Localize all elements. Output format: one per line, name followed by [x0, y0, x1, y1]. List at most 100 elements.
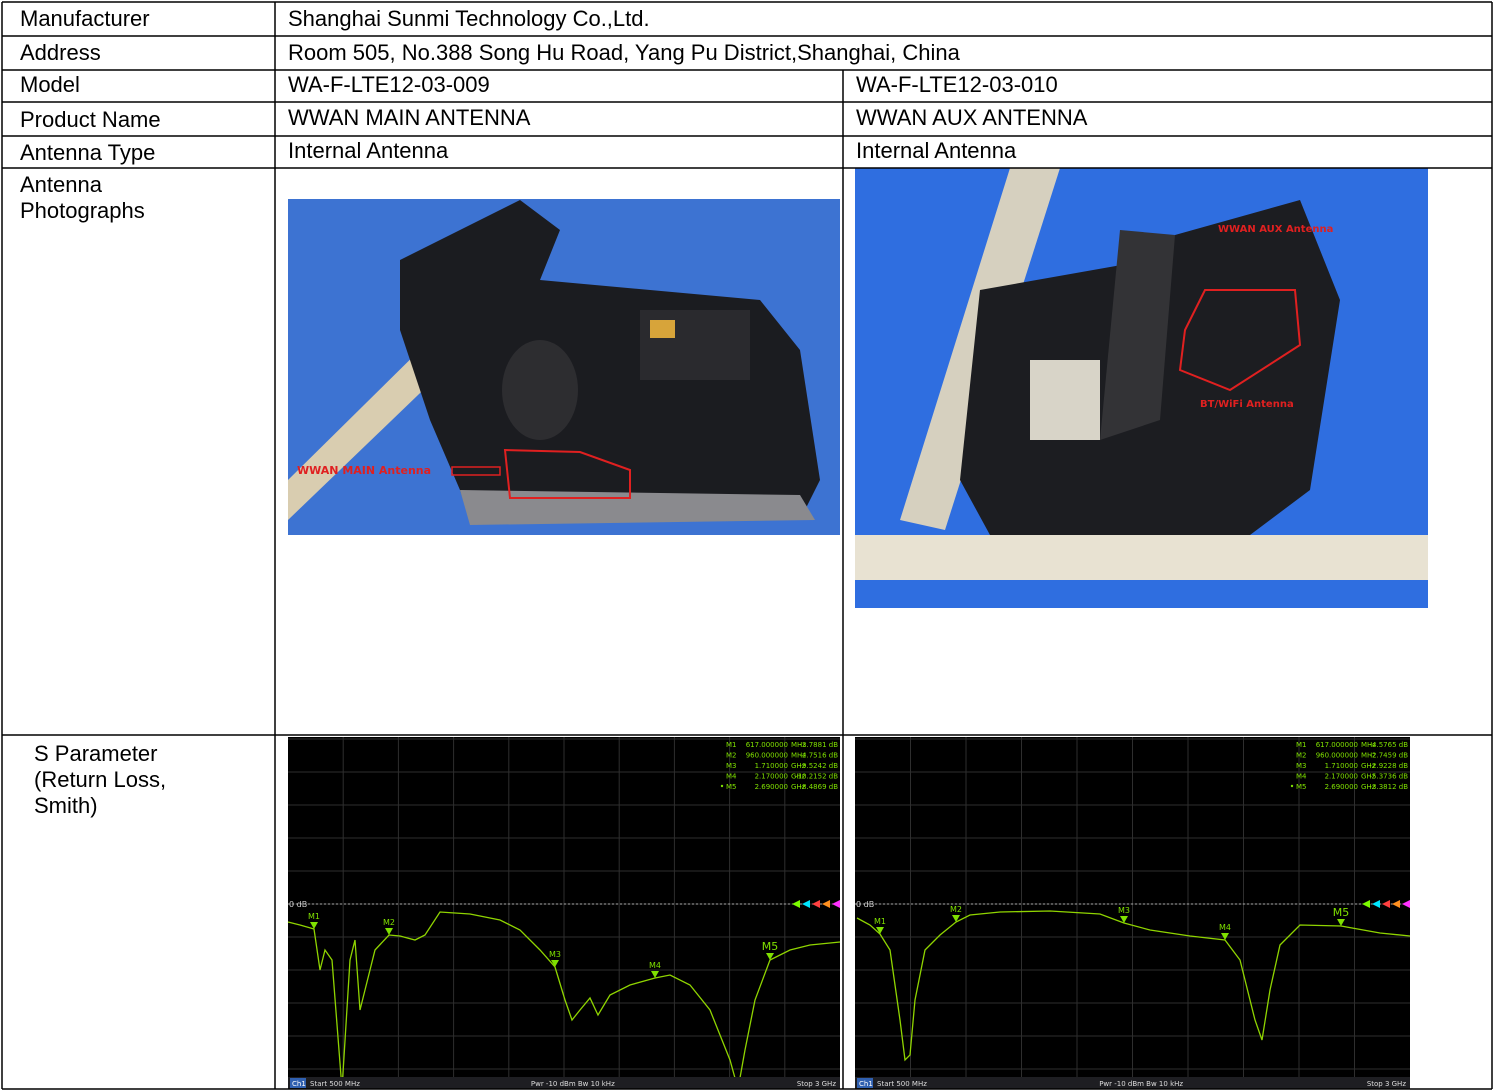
marker-value: -9.5242 dB — [800, 762, 839, 770]
power-label: Pwr -10 dBm Bw 10 kHz — [531, 1080, 615, 1088]
marker-name: M2 — [726, 752, 737, 760]
marker-name: M4 — [1296, 773, 1307, 781]
marker-unit: GHz — [791, 783, 806, 791]
row-label: Product Name — [20, 107, 161, 132]
row-label: Address — [20, 40, 101, 65]
marker-unit: MHz — [1361, 741, 1376, 749]
row-label: Model — [20, 72, 80, 97]
marker — [310, 922, 318, 929]
marker-freq: 1.710000 — [755, 762, 788, 770]
marker — [1221, 933, 1229, 940]
marker-label: M4 — [1219, 923, 1231, 932]
antenna-outline — [503, 448, 631, 499]
marker-name: M5 — [1296, 783, 1307, 791]
row-value: Internal Antenna — [288, 138, 449, 163]
marker-value: -8.4869 dB — [800, 783, 839, 791]
trace — [287, 911, 841, 1090]
marker-label: M2 — [383, 918, 395, 927]
marker — [651, 971, 659, 978]
marker-unit: MHz — [791, 741, 806, 749]
board — [1030, 360, 1100, 440]
marker-freq: 617.000000 — [746, 741, 788, 749]
marker-unit: GHz — [1361, 762, 1376, 770]
board — [1100, 230, 1175, 440]
reference-arrow — [822, 900, 830, 908]
marker-name: M3 — [726, 762, 737, 770]
marker-freq: 960.000000 — [746, 752, 788, 760]
marker-value: -2.7459 dB — [1370, 752, 1409, 760]
trace — [856, 910, 1411, 1062]
marker — [952, 915, 960, 922]
row-label: S Parameter (Return Loss, Smith) — [34, 741, 167, 818]
row-value: WWAN MAIN ANTENNA — [288, 105, 531, 130]
reference-arrow — [802, 900, 810, 908]
row-value: WWAN AUX ANTENNA — [856, 105, 1088, 130]
reference-arrow — [1362, 900, 1370, 908]
marker-value: -2.9228 dB — [1370, 762, 1409, 770]
marker-label: M2 — [950, 905, 962, 914]
marker-label: M4 — [649, 961, 661, 970]
row-label: Antenna Type — [20, 140, 156, 165]
photo-annotation: WWAN AUX Antenna — [1218, 224, 1333, 235]
marker — [1120, 916, 1128, 923]
reference-arrow — [832, 900, 840, 908]
antenna-outline — [1178, 289, 1302, 392]
channel-badge — [857, 1078, 873, 1088]
speaker — [502, 340, 578, 440]
annotation-arrow — [451, 466, 501, 476]
channel-badge — [290, 1078, 306, 1088]
marker-value: -4.5765 dB — [1370, 741, 1409, 749]
ruler — [855, 535, 1428, 580]
row-value: WA-F-LTE12-03-010 — [856, 72, 1058, 97]
reference-label: 0 dB — [289, 900, 307, 909]
marker-name: M1 — [726, 741, 737, 749]
row-value: Shanghai Sunmi Technology Co.,Ltd. — [288, 6, 650, 31]
marker-name: M4 — [726, 773, 737, 781]
marker-name: M3 — [1296, 762, 1307, 770]
marker-name: M1 — [1296, 741, 1307, 749]
marker-label: M5 — [762, 940, 779, 953]
marker-unit: MHz — [1361, 752, 1376, 760]
row-label: Antenna Photographs — [20, 172, 145, 223]
stop-label: Stop 3 GHz — [1367, 1080, 1407, 1088]
active-marker-dot — [1290, 784, 1294, 788]
marker-unit: GHz — [791, 762, 806, 770]
reference-arrow — [792, 900, 800, 908]
reference-arrow — [1402, 900, 1410, 908]
marker — [766, 953, 774, 960]
row-value: Internal Antenna — [856, 138, 1017, 163]
marker-unit: MHz — [791, 752, 806, 760]
marker-label: M1 — [308, 912, 320, 921]
marker — [551, 960, 559, 967]
marker-unit: GHz — [1361, 773, 1376, 781]
marker-freq: 617.000000 — [1316, 741, 1358, 749]
marker-name: M5 — [726, 783, 737, 791]
marker-name: M2 — [1296, 752, 1307, 760]
marker-unit: GHz — [1361, 783, 1376, 791]
marker-value: -4.7516 dB — [800, 752, 839, 760]
marker-freq: 1.710000 — [1325, 762, 1358, 770]
photo-annotation: BT/WiFi Antenna — [1200, 399, 1294, 410]
power-label: Pwr -10 dBm Bw 10 kHz — [1099, 1080, 1183, 1088]
active-marker-dot — [720, 784, 724, 788]
marker-freq: 2.170000 — [755, 773, 788, 781]
device — [400, 200, 820, 520]
marker-unit: GHz — [791, 773, 806, 781]
reference-label: 0 dB — [856, 900, 874, 909]
marker-value: -3.3812 dB — [1370, 783, 1409, 791]
channel-label: Ch1 — [859, 1080, 873, 1088]
start-label: Start 500 MHz — [877, 1080, 927, 1088]
reference-arrow — [1392, 900, 1400, 908]
start-label: Start 500 MHz — [310, 1080, 360, 1088]
marker-label: M5 — [1333, 906, 1350, 919]
marker-label: M3 — [1118, 906, 1130, 915]
marker-label: M1 — [874, 917, 886, 926]
marker — [385, 928, 393, 935]
marker — [876, 927, 884, 934]
row-value: Room 505, No.388 Song Hu Road, Yang Pu D… — [288, 40, 960, 65]
marker-freq: 2.690000 — [755, 783, 788, 791]
status-bar — [288, 1077, 840, 1089]
marker — [1337, 919, 1345, 926]
